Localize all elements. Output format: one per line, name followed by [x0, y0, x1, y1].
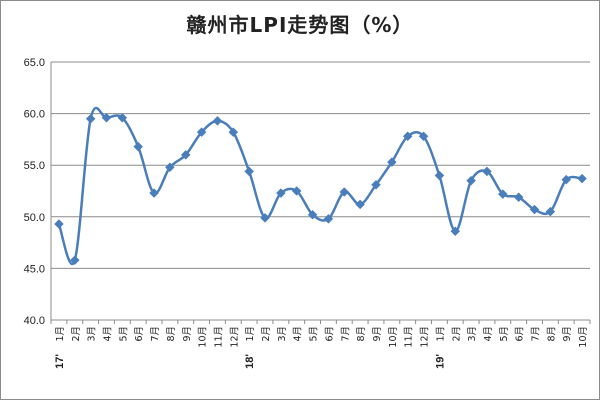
- x-tick-label: 6月: [515, 326, 526, 342]
- x-tick-label: 5月: [499, 326, 510, 342]
- data-point: [323, 214, 334, 224]
- x-tick-label: 6月: [324, 326, 335, 342]
- year-marker-label: 19': [434, 354, 446, 369]
- data-point: [466, 175, 476, 186]
- x-tick-label: 5月: [118, 326, 129, 342]
- data-point: [149, 188, 159, 198]
- x-tick-label: 1月: [55, 326, 66, 342]
- x-tick-label: 8月: [166, 326, 177, 342]
- y-tick-label: 55.0: [24, 160, 45, 172]
- data-point: [577, 173, 587, 184]
- x-tick-label: 4月: [293, 326, 304, 342]
- x-tick-label: 1月: [245, 326, 256, 342]
- x-tick-label: 4月: [483, 326, 494, 342]
- data-point: [529, 204, 540, 215]
- x-tick-label: 9月: [182, 326, 193, 342]
- x-tick-label: 9月: [372, 326, 383, 342]
- x-tick-label: 10月: [198, 326, 209, 348]
- x-tick-label: 10月: [578, 326, 589, 348]
- data-point: [418, 131, 429, 142]
- data-point: [497, 189, 508, 199]
- chart-title: 赣州市LPI走势图（%）: [186, 13, 414, 37]
- series-line: [57, 106, 583, 265]
- y-tick-label: 45.0: [24, 263, 45, 275]
- x-tick-label: 7月: [150, 326, 161, 342]
- data-point: [482, 166, 492, 177]
- data-point: [212, 115, 223, 126]
- data-point: [117, 112, 128, 123]
- data-point: [196, 127, 207, 138]
- data-point: [69, 255, 80, 265]
- data-point: [355, 199, 365, 210]
- y-tick-label: 40.0: [24, 315, 45, 327]
- data-point: [434, 170, 445, 181]
- y-tick-label: 50.0: [24, 212, 45, 224]
- x-tick-label: 4月: [102, 326, 113, 342]
- year-marker-label: 17': [54, 354, 66, 369]
- y-tick-label: 60.0: [24, 109, 45, 121]
- year-marker-label: 18': [244, 354, 256, 369]
- data-point: [133, 141, 144, 152]
- data-point: [307, 209, 318, 220]
- data-point: [371, 179, 381, 190]
- x-tick-label: 7月: [531, 326, 542, 342]
- data-point: [450, 226, 461, 237]
- x-tick-label: 2月: [261, 326, 272, 342]
- x-tick-label: 12月: [420, 326, 431, 348]
- x-tick-label: 11月: [213, 326, 224, 348]
- x-tick-label: 1月: [435, 326, 446, 342]
- x-tick-label: 11月: [404, 326, 415, 348]
- x-tick-label: 8月: [546, 326, 557, 342]
- data-point: [276, 188, 286, 198]
- x-tick-label: 5月: [309, 326, 320, 342]
- data-point: [180, 150, 191, 160]
- x-tick-label: 12月: [229, 326, 240, 348]
- data-point: [101, 112, 112, 123]
- x-tick-label: 3月: [87, 326, 98, 342]
- x-tick-label: 2月: [71, 326, 82, 342]
- x-tick-label: 3月: [467, 326, 478, 342]
- data-point: [54, 219, 64, 229]
- data-point: [85, 113, 96, 124]
- data-point: [260, 212, 270, 223]
- data-point: [561, 174, 572, 185]
- y-tick-label: 65.0: [24, 57, 45, 69]
- data-point: [291, 186, 302, 196]
- x-tick-label: 10月: [388, 326, 399, 348]
- data-point: [386, 157, 397, 167]
- x-tick-label: 3月: [277, 326, 288, 342]
- x-tick-label: 2月: [451, 326, 462, 342]
- x-tick-label: 7月: [340, 326, 351, 342]
- data-point: [244, 166, 255, 177]
- data-point: [513, 192, 524, 203]
- x-tick-label: 9月: [562, 326, 573, 342]
- x-tick-label: 8月: [356, 326, 367, 342]
- x-tick-label: 6月: [134, 326, 145, 342]
- data-point: [545, 206, 556, 217]
- data-point: [339, 187, 350, 197]
- data-point: [228, 127, 239, 138]
- data-point: [165, 162, 175, 173]
- data-point: [402, 131, 413, 142]
